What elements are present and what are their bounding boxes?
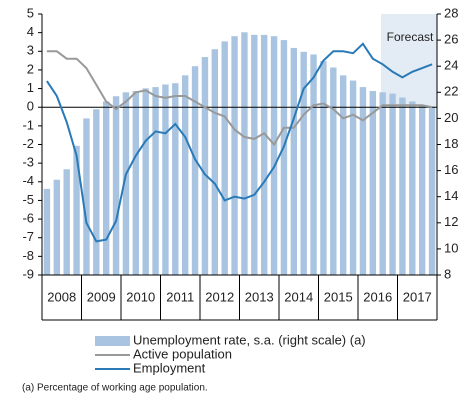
y-tick-label: -6 (22, 211, 34, 226)
line (46, 42, 433, 243)
bar (251, 34, 258, 275)
bar (369, 90, 377, 276)
bar (260, 34, 268, 275)
bar (241, 32, 248, 275)
y-tick-label: -1 (22, 117, 34, 132)
y-tick-label: -4 (22, 173, 34, 188)
legend-label: Active population (133, 346, 232, 361)
bar (310, 54, 317, 275)
bar (112, 96, 120, 275)
forecast-region (381, 14, 437, 107)
y-tick-label: -7 (22, 229, 34, 244)
legend-swatch (95, 336, 130, 346)
bar (379, 92, 386, 275)
note: (a) Percentage of working age population… (22, 383, 208, 394)
bar (122, 92, 130, 275)
bar (191, 66, 199, 275)
bar (359, 87, 367, 275)
bar (270, 36, 278, 276)
bar (428, 106, 436, 275)
bar (389, 93, 396, 275)
y-tick-label: 3 (27, 43, 34, 58)
x-tick-label: 2010 (126, 289, 155, 304)
y-tick-label: 0 (27, 99, 34, 114)
y2-tick-label: 28 (444, 5, 458, 20)
bar (132, 90, 140, 276)
bar (93, 109, 100, 275)
y-tick-label: 4 (27, 24, 34, 39)
y2-tick-label: 12 (444, 214, 458, 229)
bar (142, 88, 149, 275)
x-tick-label: 2015 (324, 289, 353, 304)
bar (201, 57, 209, 275)
legend-label: Unemployment rate, s.a. (right scale) (a… (133, 332, 366, 347)
y-tick-label: -8 (22, 248, 34, 263)
x-tick-label: 2017 (403, 289, 432, 304)
x-tick-label: 2012 (205, 289, 234, 304)
bar (349, 80, 357, 276)
x-tick-label: 2008 (47, 289, 76, 304)
bar (181, 75, 189, 276)
y-tick-label: -5 (22, 192, 34, 207)
y2-tick-label: 8 (444, 266, 451, 281)
y2-tick-label: 24 (444, 58, 458, 73)
bar (320, 60, 327, 276)
bar (63, 169, 70, 275)
bar (290, 47, 298, 276)
x-tick-label: 2016 (363, 289, 392, 304)
annotation: Forecast (387, 30, 434, 44)
y-tick-label: 5 (27, 5, 34, 20)
x-tick-label: 2014 (284, 289, 313, 304)
y2-tick-label: 22 (444, 84, 458, 99)
bar (102, 101, 110, 275)
bar (280, 40, 288, 275)
bar (330, 67, 337, 275)
x-tick-label: 2009 (87, 289, 116, 304)
bar (339, 75, 347, 276)
x-tick-label: 2013 (245, 289, 274, 304)
bar (418, 105, 426, 275)
line (46, 50, 433, 147)
y2-tick-label: 16 (444, 162, 458, 177)
y2-tick-label: 20 (444, 110, 458, 125)
bar (221, 41, 228, 275)
legend-label: Employment (133, 360, 206, 375)
bar (172, 83, 179, 275)
y-tick-label: -3 (22, 155, 34, 170)
bar (152, 87, 159, 275)
bar (231, 36, 238, 276)
bar (73, 145, 80, 275)
bar (211, 49, 219, 275)
x-tick-label: 2011 (166, 289, 194, 304)
y-tick-label: -9 (22, 266, 34, 281)
y2-tick-label: 18 (444, 136, 458, 151)
bar (53, 179, 61, 275)
bar (83, 118, 90, 276)
y-tick-label: -2 (22, 136, 34, 151)
bar (399, 97, 406, 276)
bar (162, 84, 169, 275)
bar (43, 188, 51, 275)
bar (409, 101, 416, 275)
y2-tick-label: 10 (444, 240, 458, 255)
y-tick-label: 2 (27, 61, 34, 76)
bar (300, 51, 307, 275)
y2-tick-label: 26 (444, 32, 458, 47)
y-tick-label: 1 (27, 80, 34, 95)
y2-tick-label: 14 (444, 188, 458, 203)
